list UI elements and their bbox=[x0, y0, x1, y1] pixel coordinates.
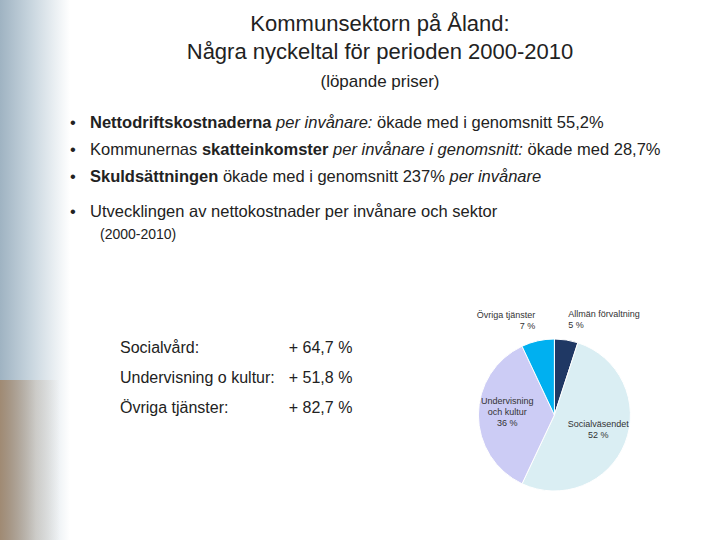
html-text:Övriga tjänster:: Övriga tjänster: bbox=[120, 399, 229, 416]
svg-text:Socialväsendet52 %: Socialväsendet52 % bbox=[568, 419, 630, 440]
html-text:(löpande priser): (löpande priser) bbox=[320, 72, 440, 91]
svg-text:Övriga tjänster7 %: Övriga tjänster7 % bbox=[477, 310, 536, 331]
svg-text:Allmän förvaltning5 %: Allmän förvaltning5 % bbox=[568, 309, 640, 330]
html-text:Socialvård:: Socialvård: bbox=[120, 339, 200, 356]
html-text:+ 82,7 %: + 82,7 % bbox=[288, 399, 353, 416]
svg-text:Undervisningoch kultur36 %: Undervisningoch kultur36 % bbox=[481, 396, 534, 428]
html-text:+ 51,8 %: + 51,8 % bbox=[288, 369, 353, 386]
html-text:Kommunsektorn på Åland:: Kommunsektorn på Åland: bbox=[250, 11, 510, 36]
html-text:+ 64,7 %: + 64,7 % bbox=[288, 339, 353, 356]
html-text:Undervisning o kultur:: Undervisning o kultur: bbox=[120, 369, 275, 386]
html-text:(2000-2010): (2000-2010) bbox=[100, 226, 177, 242]
html-text:Några nyckeltal för perioden 2: Några nyckeltal för perioden 2000-2010 bbox=[186, 39, 574, 64]
html-text:Nettodriftskostnaderna per inv: Nettodriftskostnaderna per invånare: öka… bbox=[90, 113, 604, 131]
html-text:Utvecklingen av nettokostnader: Utvecklingen av nettokostnader per invån… bbox=[90, 202, 498, 220]
html-text:Skuldsättningen ökade med i ge: Skuldsättningen ökade med i genomsnitt 2… bbox=[90, 167, 542, 185]
html-text:Kommunernas skatteinkomster pe: Kommunernas skatteinkomster per invånare… bbox=[90, 140, 661, 158]
